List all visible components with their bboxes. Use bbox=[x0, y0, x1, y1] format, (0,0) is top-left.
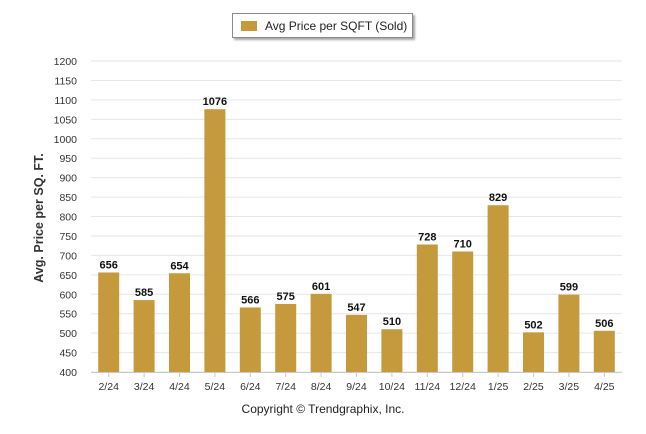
y-tick-label: 600 bbox=[59, 289, 77, 301]
x-tick-label: 4/24 bbox=[169, 381, 190, 393]
bar bbox=[239, 307, 261, 372]
y-tick-label: 400 bbox=[59, 367, 77, 379]
y-tick-label: 850 bbox=[59, 192, 77, 204]
bar bbox=[204, 109, 226, 372]
y-tick-label: 1050 bbox=[54, 114, 78, 126]
y-tick-label: 750 bbox=[59, 231, 77, 243]
y-axis-label: Avg. Price per SQ. FT. bbox=[32, 153, 46, 283]
y-tick-label: 1000 bbox=[54, 134, 78, 146]
x-tick-label: 5/24 bbox=[205, 381, 226, 393]
data-label: 728 bbox=[418, 231, 436, 243]
x-tick-label: 6/24 bbox=[240, 381, 261, 393]
x-tick-label: 7/24 bbox=[275, 381, 296, 393]
y-tick-label: 1100 bbox=[54, 95, 77, 107]
x-tick-label: 2/24 bbox=[98, 381, 119, 393]
bars bbox=[98, 109, 615, 372]
bar bbox=[558, 294, 580, 372]
x-tick-label: 8/24 bbox=[311, 381, 332, 393]
x-tick-label: 2/25 bbox=[523, 381, 544, 393]
data-label: 547 bbox=[347, 302, 365, 314]
y-axis-ticks: 400 450 500 550 600 650 700 750 800 850 900 950 1000… bbox=[54, 56, 78, 379]
bar bbox=[346, 314, 367, 372]
data-label: 566 bbox=[241, 294, 259, 306]
data-label: 599 bbox=[560, 282, 578, 294]
bar bbox=[133, 300, 155, 372]
x-axis: 2/24 3/24 4/24 5/24 6/24 7/24 8/24 9/24 10/24 11/… bbox=[91, 372, 622, 393]
data-label: 710 bbox=[454, 238, 472, 250]
y-tick-label: 1200 bbox=[54, 56, 78, 68]
bar bbox=[487, 205, 509, 372]
legend[interactable]: Avg Price per SQFT (Sold) bbox=[232, 13, 413, 38]
x-tick-label: 12/24 bbox=[450, 381, 476, 393]
data-label: 656 bbox=[100, 259, 118, 271]
bar bbox=[523, 332, 544, 372]
y-tick-label: 700 bbox=[59, 250, 77, 262]
data-label: 601 bbox=[312, 281, 330, 293]
y-tick-label: 900 bbox=[59, 173, 77, 185]
y-tick-label: 1150 bbox=[54, 75, 77, 87]
x-tick-label: 11/24 bbox=[415, 381, 441, 393]
bar bbox=[416, 244, 438, 372]
x-tick-label: 9/24 bbox=[346, 381, 367, 393]
y-tick-label: 800 bbox=[59, 212, 77, 224]
y-tick-label: 550 bbox=[59, 309, 77, 321]
x-tick-label: 3/25 bbox=[559, 381, 580, 393]
data-label: 1076 bbox=[203, 96, 227, 108]
x-tick-label: 1/25 bbox=[488, 381, 509, 393]
data-label: 575 bbox=[277, 291, 295, 303]
y-tick-label: 500 bbox=[59, 328, 77, 340]
y-tick-label: 450 bbox=[59, 348, 77, 360]
data-label: 585 bbox=[135, 287, 153, 299]
copyright-text: Copyright © Trendgraphix, Inc. bbox=[241, 402, 405, 416]
bar bbox=[310, 293, 332, 372]
bar bbox=[275, 303, 297, 372]
y-tick-label: 950 bbox=[59, 153, 77, 165]
y-tick-label: 650 bbox=[59, 270, 77, 282]
data-label: 510 bbox=[383, 316, 401, 328]
data-label: 506 bbox=[595, 318, 613, 330]
data-label: 502 bbox=[524, 319, 542, 331]
bar bbox=[98, 272, 120, 372]
bar bbox=[381, 329, 403, 372]
data-labels: 656 585 654 1076 566 575 601 547 510 728 710 829 502… bbox=[100, 96, 614, 331]
bar bbox=[452, 251, 474, 372]
bar bbox=[593, 330, 615, 372]
data-label: 829 bbox=[489, 192, 507, 204]
bar bbox=[169, 273, 190, 372]
legend-swatch bbox=[241, 20, 257, 31]
x-tick-label: 3/24 bbox=[134, 381, 155, 393]
data-label: 654 bbox=[170, 260, 189, 272]
legend-label: Avg Price per SQFT (Sold) bbox=[265, 18, 408, 33]
x-tick-label: 10/24 bbox=[379, 381, 405, 393]
x-tick-label: 4/25 bbox=[594, 381, 615, 393]
